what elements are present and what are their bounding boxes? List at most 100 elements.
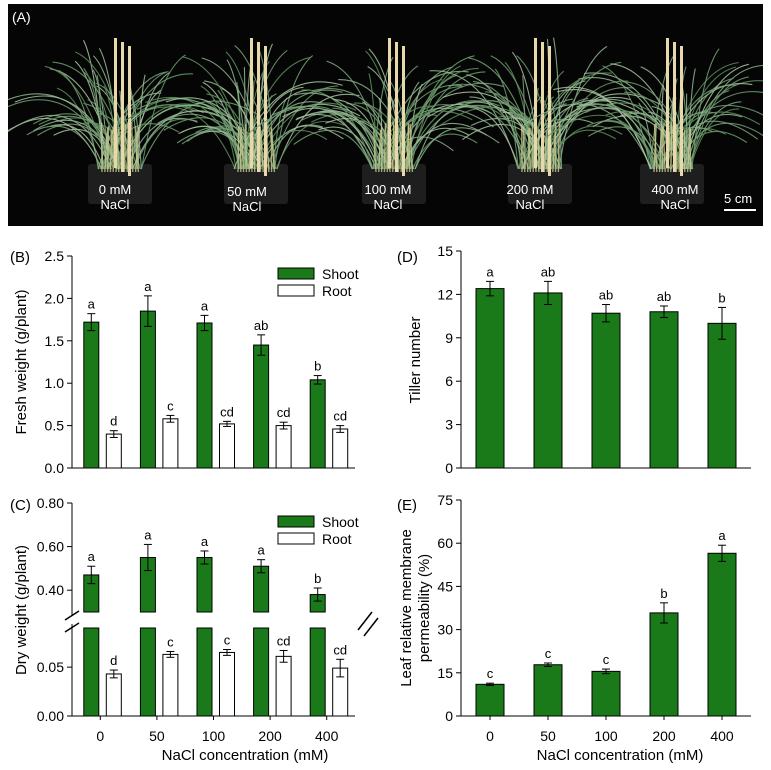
leaf — [375, 107, 494, 170]
bar — [591, 312, 621, 469]
pot-label-1: 50 mM NaCl — [207, 184, 287, 214]
significance-letter: cd — [277, 405, 291, 420]
x-tick-label: 0 — [96, 728, 104, 744]
stem — [527, 129, 532, 173]
leaf — [318, 126, 377, 170]
significance-letter: a — [144, 527, 152, 542]
x-tick-label: 50 — [540, 728, 556, 744]
leaf — [233, 81, 343, 170]
support-stick — [388, 38, 391, 168]
chart-fresh-weight: (B) 0.0 0.5 1.0 1.5 2.0 2.5 a d a c a cd ab cd b cd Shoot… — [10, 248, 359, 476]
significance-letter: b — [660, 586, 667, 601]
pot-conc: 100 mM — [364, 182, 412, 197]
pot-label-3: 200 mM NaCl — [490, 182, 570, 212]
leaf — [494, 68, 519, 170]
bar — [83, 627, 100, 717]
stem — [383, 122, 387, 173]
pot-salt: NaCl — [515, 197, 545, 212]
y-tick-label: 30 — [437, 622, 453, 638]
pot — [362, 164, 426, 204]
stem — [373, 130, 377, 173]
y-tick-label: 60 — [437, 535, 453, 551]
bar — [475, 288, 505, 469]
pot-salt: NaCl — [373, 197, 403, 212]
bar — [309, 627, 326, 717]
pot-conc: 0 mM — [98, 182, 132, 197]
pot-conc: 400 mM — [651, 182, 699, 197]
stem — [237, 126, 240, 173]
stem — [522, 126, 526, 173]
leaf — [181, 56, 251, 170]
significance-letter: c — [603, 652, 610, 667]
bar — [533, 292, 563, 469]
legend-label: Root — [322, 531, 352, 547]
bar — [219, 651, 235, 717]
leaf — [58, 70, 99, 170]
significance-letter: a — [144, 279, 152, 294]
pot — [224, 164, 288, 204]
plant-2 — [249, 38, 531, 204]
significance-letter: cd — [220, 404, 234, 419]
leaf — [661, 83, 753, 170]
y-tick-label: 0 — [445, 460, 453, 476]
panel-label: (C) — [10, 497, 31, 514]
panel-label: (E) — [397, 497, 417, 514]
bar — [332, 428, 349, 469]
support-stick — [534, 38, 537, 168]
x-tick-label: 50 — [149, 728, 165, 744]
bar — [275, 655, 292, 717]
y-tick-label: 15 — [437, 665, 453, 681]
x-tick-label: 200 — [258, 728, 282, 744]
chart-tiller-number: (D) 0 3 6 9 12 15 a ab ab ab b Tiller number — [397, 243, 751, 476]
leaf — [407, 71, 486, 170]
y-tick-label: 0.80 — [37, 495, 64, 511]
chart-membrane-permeability: (E) 0 15 30 45 60 75 c 0 c 50 c 100 b 200 a 400 Leaf rela… — [397, 492, 751, 764]
leaf — [528, 103, 567, 170]
leaf — [552, 37, 563, 170]
bar — [139, 310, 156, 469]
plant-photo-drawing — [8, 37, 763, 204]
bar — [475, 683, 505, 717]
leaf — [368, 73, 378, 170]
x-axis-label: NaCl concentration (mM) — [537, 747, 704, 764]
bar — [139, 627, 156, 717]
pot-salt: NaCl — [232, 199, 262, 214]
scale-bar — [724, 209, 756, 211]
significance-letter: a — [201, 534, 209, 549]
bar — [649, 311, 679, 469]
stem — [543, 130, 548, 173]
panel-label: (B) — [10, 249, 30, 266]
stem — [109, 129, 113, 173]
bar — [83, 321, 100, 469]
leaf — [163, 113, 249, 170]
leaf — [640, 66, 693, 170]
pot-salt: NaCl — [660, 197, 690, 212]
leaf — [272, 105, 373, 170]
leaf — [115, 70, 169, 170]
leaf — [87, 99, 123, 170]
stem — [407, 123, 411, 173]
leaf — [8, 99, 115, 170]
bar — [253, 344, 270, 469]
support-stick — [128, 46, 131, 176]
support-stick — [666, 38, 669, 168]
y-tick-label: 1.0 — [45, 375, 65, 391]
leaf — [403, 55, 475, 170]
significance-letter: d — [110, 653, 117, 668]
significance-letter: ab — [599, 288, 613, 303]
stem — [378, 129, 382, 173]
y-axis-label: Leaf relative membranepermeability (%) — [398, 529, 433, 687]
panel-label: (D) — [397, 249, 418, 266]
y-tick-label: 0 — [445, 708, 453, 724]
significance-letter: cd — [333, 409, 347, 424]
y-tick-label: 0.05 — [37, 659, 64, 675]
leaf — [243, 67, 246, 170]
x-tick-label: 0 — [486, 728, 494, 744]
stem — [130, 122, 134, 173]
leaf — [688, 76, 749, 170]
bar — [275, 425, 292, 469]
support-stick — [541, 42, 544, 172]
stem — [134, 125, 140, 173]
bar — [591, 670, 621, 717]
